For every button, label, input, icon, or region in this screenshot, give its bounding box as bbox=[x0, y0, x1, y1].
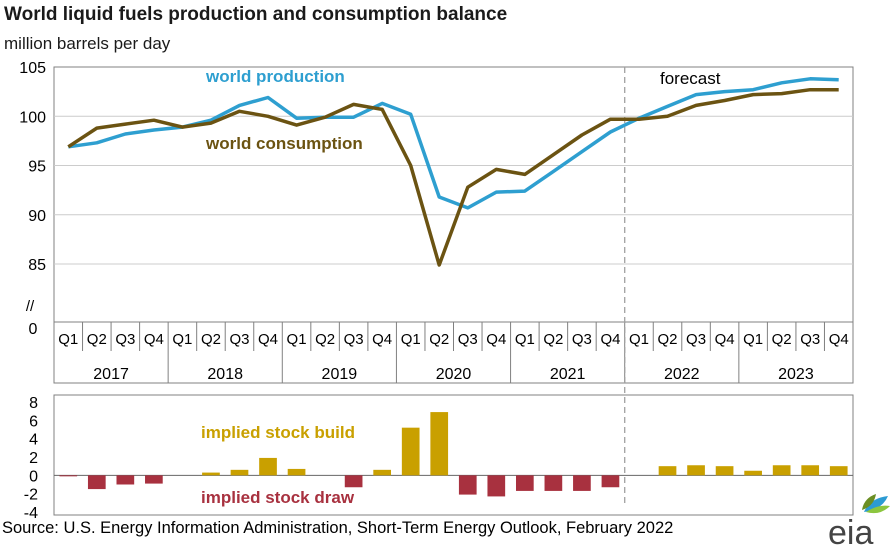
quarter-label: Q1 bbox=[515, 331, 535, 348]
quarter-label: Q2 bbox=[87, 331, 107, 348]
chart-title: World liquid fuels production and consum… bbox=[4, 4, 508, 25]
bar-stock-draw bbox=[515, 475, 534, 491]
quarter-label: Q1 bbox=[58, 331, 78, 348]
year-label: 2023 bbox=[778, 366, 814, 383]
bar-stock-draw bbox=[87, 475, 106, 490]
quarter-label: Q4 bbox=[486, 331, 506, 348]
y-tick-label: 100 bbox=[19, 109, 46, 126]
quarter-label: Q3 bbox=[229, 331, 249, 348]
y-tick-label-bottom: 0 bbox=[29, 468, 38, 485]
quarter-label: Q4 bbox=[258, 331, 278, 348]
quarter-label: Q4 bbox=[600, 331, 620, 348]
y-tick-label-bottom: 6 bbox=[29, 413, 38, 430]
quarter-label: Q2 bbox=[429, 331, 449, 348]
year-label: 2020 bbox=[436, 366, 472, 383]
quarter-label: Q1 bbox=[743, 331, 763, 348]
y-tick-label: 105 bbox=[19, 60, 46, 77]
quarter-label: Q4 bbox=[829, 331, 849, 348]
year-label: 2022 bbox=[664, 366, 700, 383]
consumption-line bbox=[67, 87, 839, 267]
top-panel-frame bbox=[53, 66, 854, 384]
bar-stock-draw bbox=[116, 475, 135, 485]
production-line bbox=[68, 77, 839, 210]
axis-break-label: // bbox=[26, 298, 35, 315]
y-tick-label: 90 bbox=[28, 208, 46, 225]
eia-logo: eia bbox=[828, 494, 890, 552]
bar-stock-draw bbox=[145, 475, 163, 484]
bottom-panel-frame bbox=[53, 394, 854, 516]
year-label: 2021 bbox=[550, 366, 586, 383]
forecast-label: forecast bbox=[660, 69, 721, 88]
y-tick-label-bottom: 2 bbox=[29, 450, 38, 467]
bar-stock-draw bbox=[544, 475, 563, 491]
year-label: 2017 bbox=[93, 366, 129, 383]
bar-stock-build bbox=[801, 465, 820, 476]
bar-stock-build bbox=[772, 465, 791, 476]
bar-stock-build bbox=[744, 470, 762, 476]
quarter-label: Q1 bbox=[287, 331, 307, 348]
quarter-label: Q3 bbox=[115, 331, 135, 348]
bar-stock-build bbox=[287, 468, 306, 476]
source-note: Source: U.S. Energy Information Administ… bbox=[2, 519, 674, 537]
bar-stock-build bbox=[430, 412, 449, 476]
bar-stock-build bbox=[687, 465, 705, 476]
y-tick-label-bottom: 4 bbox=[29, 432, 38, 449]
quarter-label: Q2 bbox=[772, 331, 792, 348]
bar-stock-build bbox=[401, 427, 420, 476]
y-tick-label: 95 bbox=[28, 159, 46, 176]
bar-stock-build bbox=[259, 457, 277, 476]
bar-stock-build bbox=[202, 472, 220, 476]
quarter-label: Q4 bbox=[715, 331, 735, 348]
bar-stock-build bbox=[230, 469, 249, 476]
quarter-label: Q3 bbox=[686, 331, 706, 348]
chart-subtitle: million barrels per day bbox=[4, 34, 171, 53]
bar-stock-draw bbox=[601, 475, 620, 488]
eia-logo-text: eia bbox=[828, 514, 873, 552]
quarter-label: Q2 bbox=[543, 331, 563, 348]
bar-stock-draw bbox=[458, 475, 477, 495]
bar-stock-draw bbox=[59, 475, 78, 477]
eia-leaf-icon bbox=[862, 494, 890, 514]
y-tick-label: 85 bbox=[28, 257, 46, 274]
y-tick-label-bottom: 8 bbox=[29, 395, 38, 412]
label-stock-draw: implied stock draw bbox=[201, 488, 355, 507]
quarter-label: Q3 bbox=[344, 331, 364, 348]
bar-stock-draw bbox=[487, 475, 506, 497]
quarter-label: Q3 bbox=[572, 331, 592, 348]
year-label: 2019 bbox=[322, 366, 358, 383]
bar-stock-draw bbox=[344, 475, 363, 488]
quarter-label: Q2 bbox=[315, 331, 335, 348]
quarter-label: Q2 bbox=[658, 331, 678, 348]
y-tick-label-bottom: -4 bbox=[24, 505, 38, 522]
axis-zero-label: 0 bbox=[29, 321, 38, 338]
quarter-label: Q3 bbox=[800, 331, 820, 348]
bar-stock-build bbox=[373, 469, 392, 476]
quarter-label: Q1 bbox=[401, 331, 421, 348]
quarter-label: Q1 bbox=[172, 331, 192, 348]
series-label-production: world production bbox=[205, 67, 345, 86]
quarter-label: Q3 bbox=[458, 331, 478, 348]
bar-stock-build bbox=[715, 466, 734, 476]
quarter-label: Q4 bbox=[144, 331, 164, 348]
series-label-consumption: world consumption bbox=[205, 134, 363, 153]
label-stock-build: implied stock build bbox=[201, 423, 355, 442]
bar-stock-build bbox=[829, 466, 848, 476]
bar-stock-build bbox=[658, 466, 677, 476]
quarter-label: Q1 bbox=[629, 331, 649, 348]
y-tick-label-bottom: -2 bbox=[24, 487, 38, 504]
quarter-label: Q2 bbox=[201, 331, 221, 348]
year-label: 2018 bbox=[207, 366, 243, 383]
bar-stock-draw bbox=[573, 475, 591, 491]
quarter-label: Q4 bbox=[372, 331, 392, 348]
